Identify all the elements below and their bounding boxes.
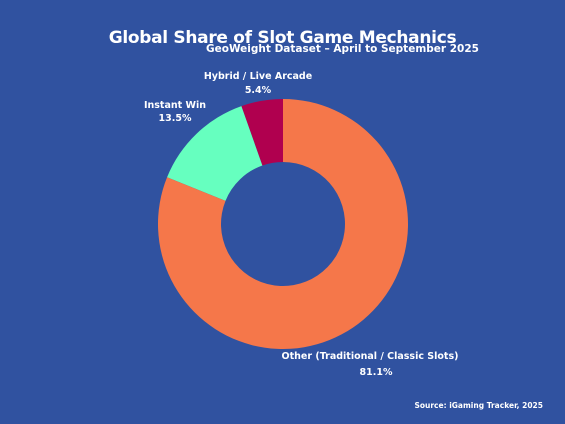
slice-value-label-3: 81.1% (360, 367, 393, 378)
slice-value-label-2: 13.5% (159, 113, 192, 124)
slice-value-label-1: 5.4% (245, 85, 272, 96)
donut-slice-1 (241, 99, 283, 166)
donut-slice-2 (167, 106, 263, 201)
donut-slice-3 (158, 99, 409, 350)
slice-label-2: Instant Win (144, 100, 206, 111)
slice-label-1: Hybrid / Live Arcade (204, 71, 312, 82)
chart-subtitle: GeoWeight Dataset – April to September 2… (206, 43, 479, 55)
source-note: Source: iGaming Tracker, 2025 (414, 401, 543, 410)
chart-title: Global Share of Slot Game Mechanics (108, 28, 457, 48)
slice-label-3: Other (Traditional / Classic Slots) (282, 351, 459, 362)
